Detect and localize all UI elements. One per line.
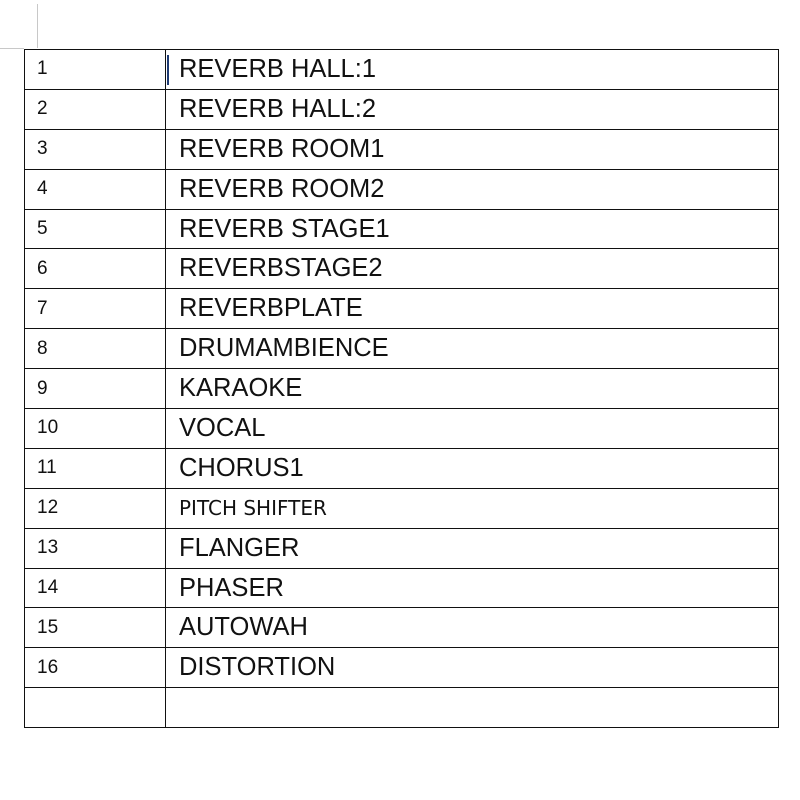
effect-name-cell[interactable]: REVERB ROOM2 (165, 168, 779, 210)
table-row: 1 REVERB HALL:1 (24, 49, 779, 90)
effect-name-cell[interactable]: PHASER (165, 567, 779, 609)
row-number-cell[interactable]: 15 (24, 607, 166, 649)
table-row: 5 REVERB STAGE1 (24, 208, 779, 250)
table-row: 3 REVERB ROOM1 (24, 128, 779, 170)
row-number-cell[interactable]: 6 (24, 248, 166, 290)
table-row: 4 REVERB ROOM2 (24, 168, 779, 210)
row-number-cell[interactable]: 10 (24, 408, 166, 449)
effect-name-cell[interactable]: REVERB HALL:1 (165, 49, 779, 90)
row-number-cell[interactable]: 2 (24, 88, 166, 130)
row-number-cell[interactable]: 7 (24, 288, 166, 330)
row-number-cell[interactable]: 12 (24, 487, 166, 529)
effect-name-cell[interactable]: REVERBPLATE (165, 288, 779, 330)
effects-table: 1 REVERB HALL:1 2 REVERB HALL:2 3 REVERB ROOM… (24, 49, 779, 729)
page-corner-mark-horizontal (0, 48, 24, 49)
table-row: 15 AUTOWAH (24, 607, 779, 649)
effect-name-cell[interactable]: KARAOKE (165, 368, 779, 410)
effect-name-cell[interactable]: REVERBSTAGE2 (165, 248, 779, 290)
table-row: 10 VOCAL (24, 408, 779, 449)
row-number-cell[interactable]: 13 (24, 527, 166, 569)
table-row (24, 687, 779, 729)
effect-name-cell[interactable]: DRUMAMBIENCE (165, 328, 779, 370)
table-row: 2 REVERB HALL:2 (24, 88, 779, 130)
effect-name-cell[interactable]: AUTOWAH (165, 607, 779, 649)
effect-name-cell[interactable]: REVERB STAGE1 (165, 208, 779, 250)
row-number-cell[interactable]: 5 (24, 208, 166, 250)
page-corner-mark-vertical (37, 4, 38, 48)
row-number-cell[interactable]: 16 (24, 647, 166, 689)
effect-name-cell[interactable]: PITCH SHIFTER (165, 487, 779, 529)
effect-name-cell[interactable]: REVERB ROOM1 (165, 128, 779, 170)
table-row: 16 DISTORTION (24, 647, 779, 689)
table-row: 9 KARAOKE (24, 368, 779, 410)
row-number-cell[interactable]: 9 (24, 368, 166, 410)
effect-name-cell[interactable]: CHORUS1 (165, 447, 779, 489)
table-row: 8 DRUMAMBIENCE (24, 328, 779, 370)
row-number-cell[interactable]: 8 (24, 328, 166, 370)
table-row: 11 CHORUS1 (24, 447, 779, 489)
effect-name-cell[interactable]: FLANGER (165, 527, 779, 569)
row-number-cell[interactable]: 14 (24, 567, 166, 609)
row-number-cell[interactable]: 11 (24, 447, 166, 489)
text-cursor (167, 55, 169, 85)
table-row: 13 FLANGER (24, 527, 779, 569)
effect-name-cell[interactable] (165, 687, 779, 729)
row-number-cell[interactable]: 3 (24, 128, 166, 170)
row-number-cell[interactable] (24, 687, 166, 729)
effect-name-cell[interactable]: DISTORTION (165, 647, 779, 689)
effect-name-cell[interactable]: REVERB HALL:2 (165, 88, 779, 130)
table-row: 7 REVERBPLATE (24, 288, 779, 330)
table-row: 14 PHASER (24, 567, 779, 609)
table-row: 6 REVERBSTAGE2 (24, 248, 779, 290)
row-number-cell[interactable]: 4 (24, 168, 166, 210)
table-row: 12 PITCH SHIFTER (24, 487, 779, 529)
effect-name-cell[interactable]: VOCAL (165, 408, 779, 449)
row-number-cell[interactable]: 1 (24, 49, 166, 90)
